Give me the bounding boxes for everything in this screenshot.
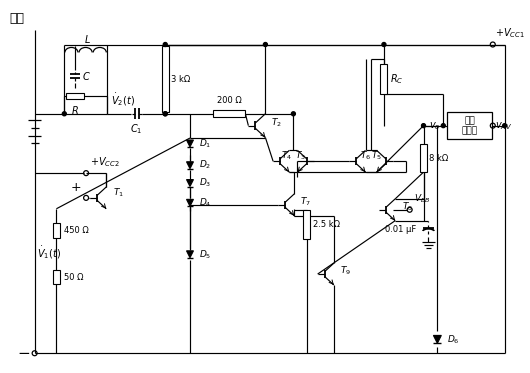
Text: $T_6$: $T_6$ xyxy=(360,149,371,162)
Polygon shape xyxy=(187,179,193,186)
Circle shape xyxy=(502,124,507,128)
Text: $C_1$: $C_1$ xyxy=(130,123,143,137)
Text: $v_{AV}$: $v_{AV}$ xyxy=(495,120,512,132)
Text: +: + xyxy=(70,181,81,194)
Circle shape xyxy=(382,43,386,47)
Text: 电路: 电路 xyxy=(9,12,24,25)
Text: $R_C$: $R_C$ xyxy=(390,72,403,86)
Circle shape xyxy=(163,112,167,116)
Bar xyxy=(303,210,310,239)
Text: $D_2$: $D_2$ xyxy=(199,159,211,172)
Text: $T_7$: $T_7$ xyxy=(300,195,311,208)
Text: $R$: $R$ xyxy=(71,104,79,116)
Text: 低通: 低通 xyxy=(464,116,475,125)
Circle shape xyxy=(421,124,426,128)
Text: 8 kΩ: 8 kΩ xyxy=(429,154,449,163)
Bar xyxy=(381,64,387,94)
Text: 200 Ω: 200 Ω xyxy=(217,96,242,105)
Bar xyxy=(420,144,427,172)
Circle shape xyxy=(63,112,66,116)
Circle shape xyxy=(263,43,267,47)
Text: $L$: $L$ xyxy=(84,32,91,44)
Text: $T_9$: $T_9$ xyxy=(340,265,351,278)
Text: −: − xyxy=(17,346,30,361)
Text: $T_4$: $T_4$ xyxy=(281,149,292,162)
Text: $T_5$: $T_5$ xyxy=(371,149,382,162)
Polygon shape xyxy=(187,199,193,206)
Circle shape xyxy=(163,112,167,116)
Text: $\dot{V}_1(t)$: $\dot{V}_1(t)$ xyxy=(37,244,60,261)
Text: $V_{BB}$: $V_{BB}$ xyxy=(413,192,430,205)
Text: $\dot{V}_2(t)$: $\dot{V}_2(t)$ xyxy=(111,91,135,108)
Text: $D_6$: $D_6$ xyxy=(447,333,460,346)
Text: $D_4$: $D_4$ xyxy=(199,197,211,209)
Circle shape xyxy=(163,43,167,47)
Text: 0.01 μF: 0.01 μF xyxy=(385,225,417,234)
Bar xyxy=(447,112,492,140)
Text: 2.5 kΩ: 2.5 kΩ xyxy=(313,220,340,229)
Text: 450 Ω: 450 Ω xyxy=(64,226,89,235)
Circle shape xyxy=(441,124,445,128)
Polygon shape xyxy=(187,251,193,258)
Polygon shape xyxy=(187,140,193,147)
Text: $T_8$: $T_8$ xyxy=(402,201,413,213)
Text: $T_3$: $T_3$ xyxy=(295,149,306,162)
Text: 滤波器: 滤波器 xyxy=(462,126,478,135)
Bar xyxy=(53,223,60,238)
Circle shape xyxy=(292,112,295,116)
Bar xyxy=(53,270,60,284)
Text: $C$: $C$ xyxy=(82,70,91,82)
Text: 50 Ω: 50 Ω xyxy=(64,273,84,282)
Text: $T_2$: $T_2$ xyxy=(271,116,282,129)
Polygon shape xyxy=(434,335,441,343)
Text: $D_1$: $D_1$ xyxy=(199,137,211,150)
Text: $D_3$: $D_3$ xyxy=(199,177,211,189)
Text: $T_1$: $T_1$ xyxy=(113,186,124,199)
Text: $D_5$: $D_5$ xyxy=(199,248,211,260)
Text: $+V_{CC1}$: $+V_{CC1}$ xyxy=(495,26,525,40)
Text: 3 kΩ: 3 kΩ xyxy=(171,75,190,84)
Text: $+V_{CC2}$: $+V_{CC2}$ xyxy=(90,156,120,169)
Text: $v_o$: $v_o$ xyxy=(429,120,440,132)
Polygon shape xyxy=(187,162,193,169)
Bar xyxy=(66,93,84,99)
Bar xyxy=(162,47,169,112)
Bar xyxy=(213,110,245,117)
